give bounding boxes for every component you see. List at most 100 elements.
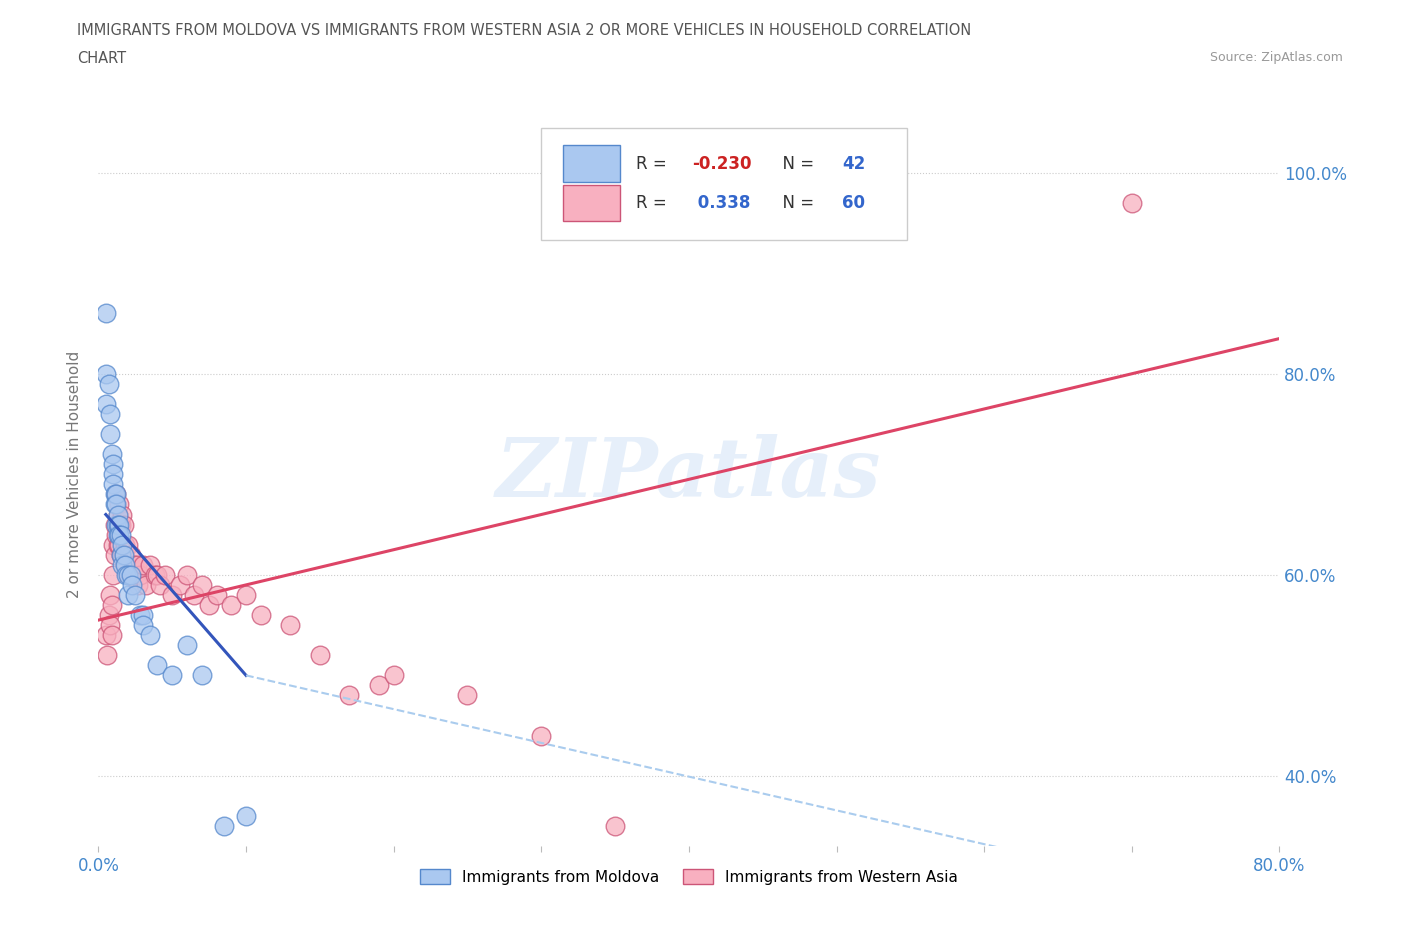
Point (128, 607, 150, 622)
Point (94, 396, 117, 411)
Point (105, 487, 128, 502)
Point (114, 557, 136, 572)
Point (107, 517, 129, 532)
Point (103, 538, 125, 552)
Point (176, 638, 198, 653)
Point (110, 547, 132, 562)
Point (280, 618, 302, 632)
Point (118, 567, 141, 582)
Point (111, 557, 134, 572)
Text: ZIPatlas: ZIPatlas (496, 434, 882, 514)
Point (100, 598, 122, 613)
Point (94, 628, 117, 643)
Point (107, 538, 129, 552)
Point (115, 567, 138, 582)
Point (111, 507, 134, 522)
Point (98, 618, 121, 632)
Point (110, 547, 132, 562)
Point (139, 628, 162, 643)
Point (117, 538, 139, 552)
Point (132, 618, 155, 632)
Point (105, 487, 128, 502)
Point (1121, 195, 1143, 210)
Text: -0.230: -0.230 (693, 154, 752, 173)
Point (98, 588, 121, 603)
Point (121, 567, 143, 582)
Point (125, 557, 148, 572)
Point (105, 527, 128, 542)
Point (104, 517, 127, 532)
Point (132, 557, 155, 572)
Point (176, 567, 198, 582)
Point (98, 427, 121, 442)
Point (205, 588, 228, 603)
Point (110, 517, 132, 532)
Point (339, 688, 361, 703)
Point (183, 588, 205, 603)
Point (120, 567, 142, 582)
Text: R =: R = (636, 154, 672, 173)
Text: CHART: CHART (77, 51, 127, 66)
Point (97, 377, 120, 392)
Point (153, 567, 176, 582)
Point (117, 567, 139, 582)
Point (112, 547, 135, 562)
Point (104, 547, 127, 562)
Text: R =: R = (636, 194, 672, 212)
Text: N =: N = (772, 154, 818, 173)
Point (117, 588, 139, 603)
Point (530, 728, 553, 743)
Text: IMMIGRANTS FROM MOLDOVA VS IMMIGRANTS FROM WESTERN ASIA 2 OR MORE VEHICLES IN HO: IMMIGRANTS FROM MOLDOVA VS IMMIGRANTS FR… (77, 23, 972, 38)
Point (162, 668, 183, 683)
Point (114, 538, 136, 552)
Point (132, 607, 155, 622)
Point (94, 306, 117, 321)
Point (104, 497, 127, 512)
Point (235, 588, 257, 603)
Point (191, 578, 214, 592)
Point (368, 678, 391, 693)
Text: 42: 42 (842, 154, 866, 173)
Point (122, 557, 145, 572)
Y-axis label: 2 or more Vehicles in Household: 2 or more Vehicles in Household (67, 351, 83, 598)
Point (135, 578, 157, 592)
Point (111, 547, 134, 562)
Point (105, 517, 128, 532)
Point (191, 668, 214, 683)
Point (108, 497, 131, 512)
Point (111, 538, 134, 552)
Point (128, 567, 150, 582)
Text: 60: 60 (842, 194, 866, 212)
Point (96, 648, 118, 663)
Point (121, 578, 143, 592)
Point (103, 467, 125, 482)
Text: N =: N = (772, 194, 818, 212)
Point (107, 527, 129, 542)
Point (250, 607, 273, 622)
Point (108, 517, 131, 532)
Text: Source: ZipAtlas.com: Source: ZipAtlas.com (1209, 51, 1343, 64)
FancyBboxPatch shape (541, 128, 907, 240)
Point (149, 578, 172, 592)
Point (108, 527, 131, 542)
Point (115, 557, 138, 572)
Point (105, 497, 128, 512)
Point (104, 487, 127, 502)
Point (382, 668, 405, 683)
Point (100, 628, 122, 643)
Point (139, 557, 162, 572)
Point (107, 507, 129, 522)
Text: 0.338: 0.338 (693, 194, 751, 212)
Point (212, 818, 235, 833)
Point (103, 477, 125, 492)
FancyBboxPatch shape (562, 185, 620, 221)
Point (112, 547, 135, 562)
FancyBboxPatch shape (562, 145, 620, 182)
Point (103, 567, 125, 582)
Point (120, 547, 142, 562)
Point (100, 446, 122, 461)
Legend: Immigrants from Moldova, Immigrants from Western Asia: Immigrants from Moldova, Immigrants from… (413, 862, 965, 891)
Point (108, 538, 131, 552)
Point (143, 567, 166, 582)
Point (146, 567, 169, 582)
